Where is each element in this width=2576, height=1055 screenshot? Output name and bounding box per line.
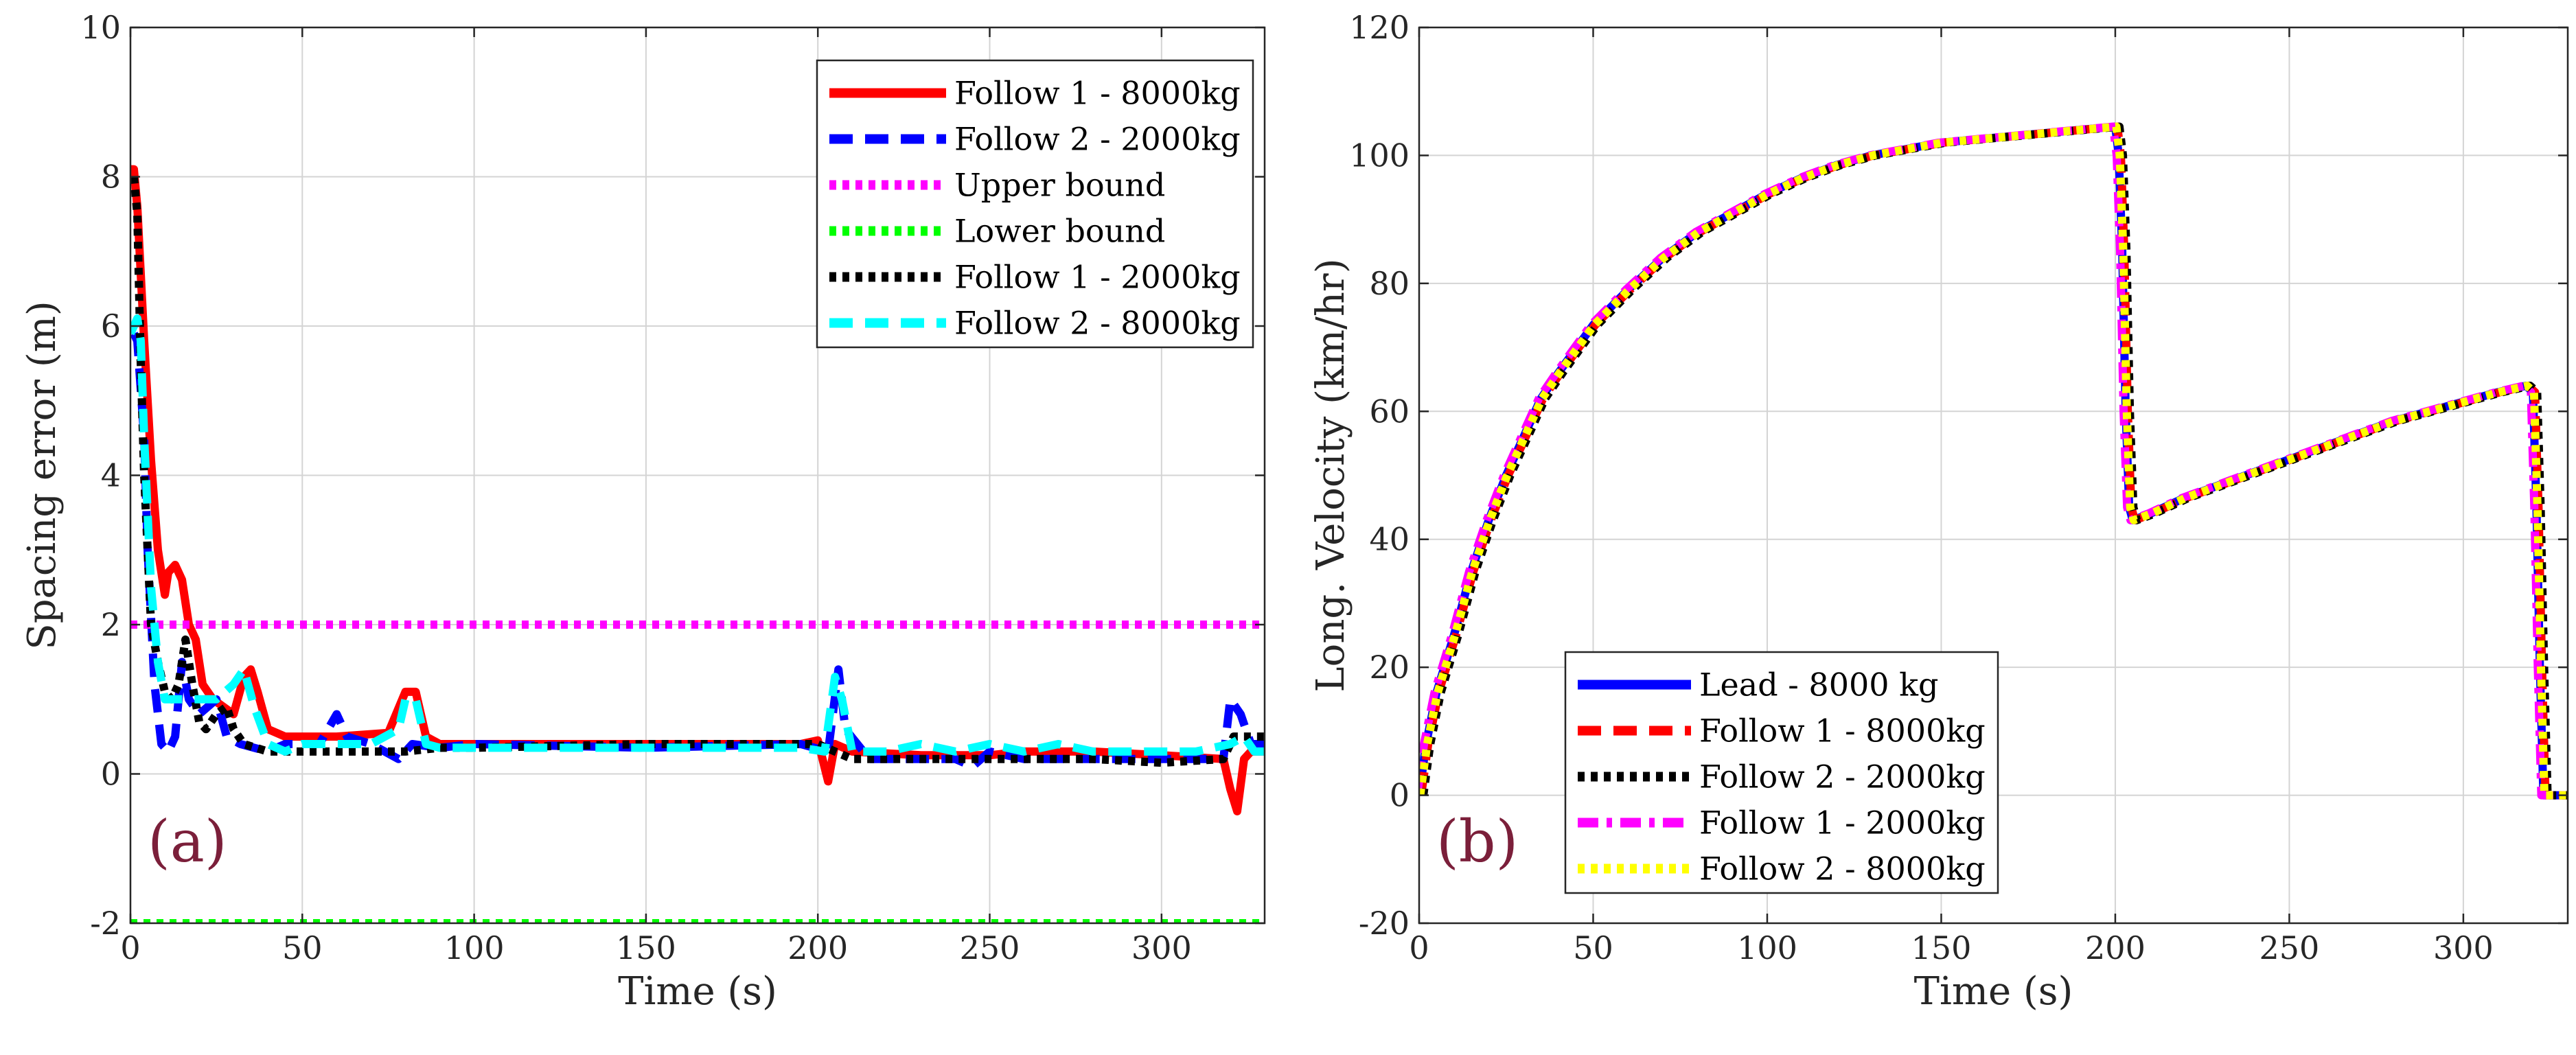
x-tick-label: 250 (2259, 929, 2320, 966)
series-line (130, 314, 1265, 756)
x-tick-label: 250 (960, 929, 1020, 966)
y-axis-label: Long. Velocity (km/hr) (1309, 258, 1353, 692)
x-tick-label: 0 (1409, 929, 1429, 966)
y-tick-label: 0 (1390, 777, 1410, 814)
y-tick-label: 6 (101, 308, 121, 345)
plot-area (130, 165, 1265, 923)
x-tick-label: 150 (616, 929, 676, 966)
y-tick-label: 8 (101, 159, 121, 196)
series-line (130, 332, 1265, 771)
x-tick-label: 200 (2085, 929, 2146, 966)
y-tick-label: 10 (80, 9, 121, 46)
y-tick-label: 100 (1349, 137, 1410, 174)
legend-label: Lead - 8000 kg (1699, 666, 1938, 704)
legend-box (1564, 651, 1999, 894)
y-tick-label: 2 (101, 606, 121, 643)
x-tick-label: 150 (1911, 929, 1972, 966)
legend-label: Follow 2 - 8000kg (1699, 850, 1986, 888)
legend-label: Follow 1 - 8000kg (954, 75, 1241, 112)
x-axis-label: Time (s) (1914, 969, 2073, 1014)
plot-area (1419, 122, 2568, 800)
x-tick-label: 50 (282, 929, 323, 966)
chart-velocity: 0 50 100 150 200 250 300-20020406080100120Time… (1309, 9, 2569, 1014)
legend-label: Follow 2 - 2000kg (1699, 758, 1986, 796)
legend-label: Follow 2 - 8000kg (954, 305, 1241, 342)
y-tick-label: 60 (1369, 393, 1410, 430)
y-tick-label: 0 (101, 756, 121, 793)
legend-label: Follow 1 - 2000kg (1699, 804, 1986, 842)
x-tick-label: 100 (444, 929, 505, 966)
y-tick-label: -2 (90, 905, 121, 942)
x-axis-label: Time (s) (618, 969, 777, 1014)
legend: Follow 1 - 8000kg Follow 2 - 2000kg Upper … (816, 59, 1254, 349)
series-line (1419, 122, 2566, 800)
y-tick-label: 4 (101, 457, 121, 494)
y-tick-label: 80 (1369, 265, 1410, 302)
x-tick-label: 0 (120, 929, 140, 966)
x-tick-label: 300 (2433, 929, 2494, 966)
x-tick-label: 200 (787, 929, 848, 966)
legend-label: Lower bound (954, 213, 1165, 250)
x-tick-label: 300 (1131, 929, 1192, 966)
y-axis-label: Spacing error (m) (20, 301, 65, 649)
series-line (1419, 122, 2568, 800)
legend: Lead - 8000 kg Follow 1 - 8000kg Follow 2 … (1564, 651, 1999, 894)
y-tick-label: 20 (1369, 649, 1410, 686)
legend-label: Follow 2 - 2000kg (954, 121, 1241, 158)
y-tick-label: 40 (1369, 521, 1410, 558)
x-tick-label: 100 (1737, 929, 1797, 966)
legend-label: Follow 1 - 8000kg (1699, 712, 1986, 750)
x-tick-label: 50 (1573, 929, 1613, 966)
legend-label: Follow 1 - 2000kg (954, 259, 1241, 296)
y-tick-label: -20 (1359, 905, 1410, 942)
legend-label: Upper bound (954, 167, 1165, 204)
y-tick-label: 120 (1349, 9, 1410, 46)
legend-box (816, 59, 1254, 349)
panel-label: (b) (1436, 808, 1518, 875)
panel-label: (a) (148, 808, 227, 875)
axes-frame (1418, 26, 2569, 925)
